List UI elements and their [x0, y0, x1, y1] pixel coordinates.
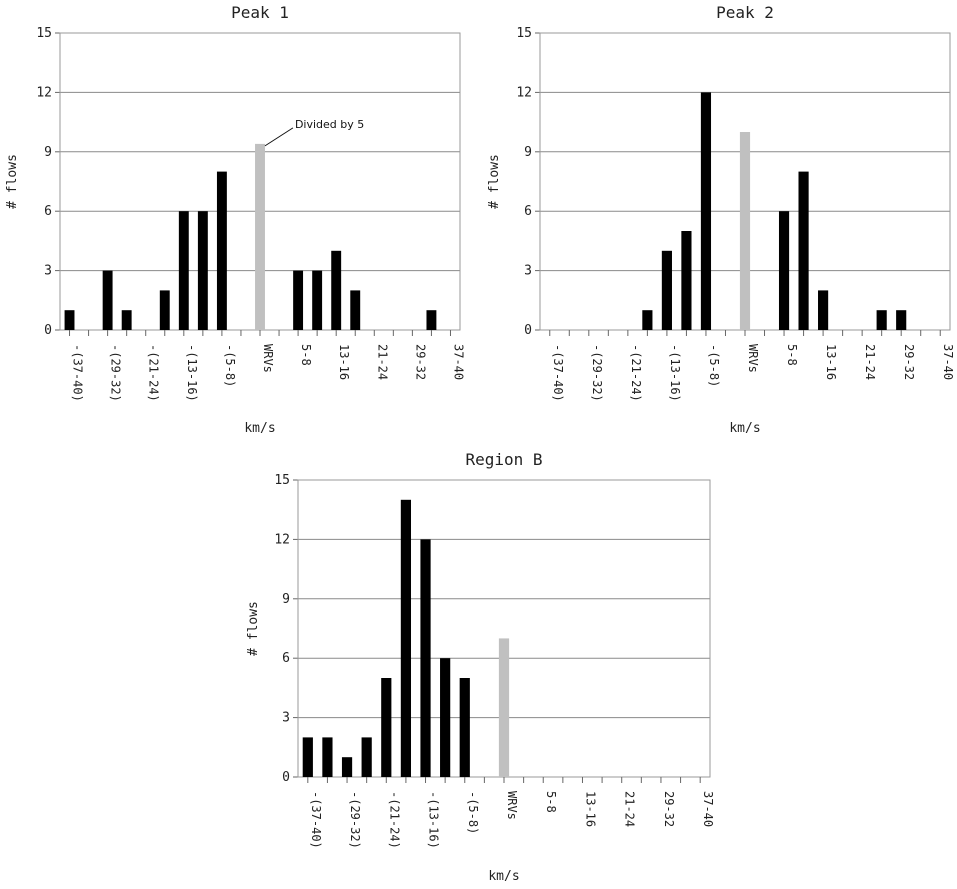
bar [681, 231, 692, 330]
chart-title: Peak 2 [716, 3, 774, 22]
bar-wrvs [255, 143, 265, 330]
y-tick-label: 9 [524, 145, 532, 160]
bar [778, 211, 790, 330]
x-tick-label: 13-16 [824, 344, 838, 380]
x-tick-label: 37-40 [941, 344, 955, 380]
x-tick-label: -(5-8) [466, 791, 480, 834]
chart-panel-3: Region B 0 3 6 9 12 15 -(37-40) -(29-32) -(21-24)… [246, 450, 715, 884]
y-tick-label: 6 [282, 651, 290, 666]
x-tick-label: -(29-32) [109, 344, 123, 402]
bar [197, 211, 208, 330]
y-tick-label: 6 [44, 204, 52, 219]
bar [64, 310, 75, 330]
x-tick-label: WRVs [746, 344, 760, 373]
annotation-leader [264, 127, 294, 147]
x-tick-label: -(5-8) [707, 344, 721, 387]
x-tick-label: 29-32 [662, 791, 676, 827]
x-tick-label: -(13-16) [668, 344, 682, 402]
annotation-text: Divided by 5 [295, 118, 364, 131]
y-tick-label: 6 [524, 204, 532, 219]
bar [642, 310, 653, 330]
y-tick-label: 0 [282, 770, 290, 785]
bar [661, 250, 672, 330]
x-tick-label: 21-24 [623, 791, 637, 827]
y-axis-label: # flows [246, 601, 261, 656]
bar [420, 539, 431, 777]
y-tick-label: 3 [524, 264, 532, 279]
x-tick-label: 13-16 [337, 344, 351, 380]
bar [459, 678, 470, 777]
bar [159, 290, 170, 330]
x-tick-label: 21-24 [863, 344, 877, 380]
x-tick-label: WRVs [261, 344, 275, 373]
y-tick-label: 15 [36, 26, 52, 41]
bar [798, 171, 809, 330]
bar [216, 171, 227, 330]
bar [312, 270, 323, 330]
bar [302, 737, 313, 777]
bar-wrvs [498, 638, 510, 777]
x-tick-label: -(5-8) [223, 344, 237, 387]
x-tick-label: -(21-24) [147, 344, 161, 402]
y-axis-label: # flows [5, 154, 20, 209]
bar [361, 737, 372, 777]
y-tick-label: 3 [282, 711, 290, 726]
bar [400, 499, 412, 777]
chart-title: Peak 1 [231, 3, 289, 22]
bar [121, 310, 132, 330]
x-tick-label: -(21-24) [629, 344, 643, 402]
bar [818, 290, 829, 330]
bar [178, 211, 189, 330]
bar [381, 678, 392, 777]
bar [440, 658, 451, 777]
y-axis-label: # flows [487, 154, 502, 209]
bar [896, 310, 907, 330]
y-tick-label: 9 [44, 145, 52, 160]
y-tick-label: 3 [44, 264, 52, 279]
x-tick-label: -(37-40) [551, 344, 565, 402]
x-tick-label: 37-40 [701, 791, 715, 827]
bar [331, 250, 342, 330]
bar [322, 737, 333, 777]
x-tick-label: 13-16 [583, 791, 597, 827]
x-tick-label: -(29-32) [590, 344, 604, 402]
y-tick-label: 12 [36, 85, 52, 100]
chart-panel-2: Peak 2 0 3 6 9 12 15 -(37-40) -(29-32) -(21-24) -(… [487, 3, 955, 436]
bar [293, 270, 304, 330]
y-tick-label: 12 [274, 532, 290, 547]
chart-title: Region B [465, 450, 542, 469]
bar [700, 92, 712, 331]
bar-wrvs [739, 132, 751, 330]
bar [102, 270, 113, 330]
x-axis-label: km/s [729, 421, 760, 436]
x-tick-label: 21-24 [375, 344, 389, 380]
x-tick-label: -(37-40) [71, 344, 85, 402]
y-tick-label: 15 [274, 473, 290, 488]
x-tick-label: 29-32 [902, 344, 916, 380]
y-tick-label: 15 [516, 26, 532, 41]
y-tick-label: 12 [516, 85, 532, 100]
y-tick-label: 9 [282, 592, 290, 607]
x-tick-label: -(13-16) [185, 344, 199, 402]
x-tick-label: WRVs [505, 791, 519, 820]
x-tick-label: -(29-32) [348, 791, 362, 849]
x-tick-label: 29-32 [413, 344, 427, 380]
x-tick-label: 5-8 [785, 344, 799, 366]
chart-panel-1: Peak 1 0 3 6 9 12 15 -(37-40) -(29-32) -(21-24) -(… [5, 3, 465, 436]
x-tick-label: 5-8 [544, 791, 558, 813]
bar [426, 310, 437, 330]
x-tick-label: -(13-16) [427, 791, 441, 849]
x-tick-label: -(21-24) [387, 791, 401, 849]
x-axis-label: km/s [244, 421, 275, 436]
bar [341, 757, 353, 777]
x-tick-label: -(37-40) [309, 791, 323, 849]
y-tick-label: 0 [524, 323, 532, 338]
y-tick-label: 0 [44, 323, 52, 338]
x-tick-label: 37-40 [451, 344, 465, 380]
bar [876, 310, 887, 330]
x-axis-label: km/s [488, 869, 519, 884]
x-tick-label: 5-8 [299, 344, 313, 366]
bar [350, 290, 361, 330]
